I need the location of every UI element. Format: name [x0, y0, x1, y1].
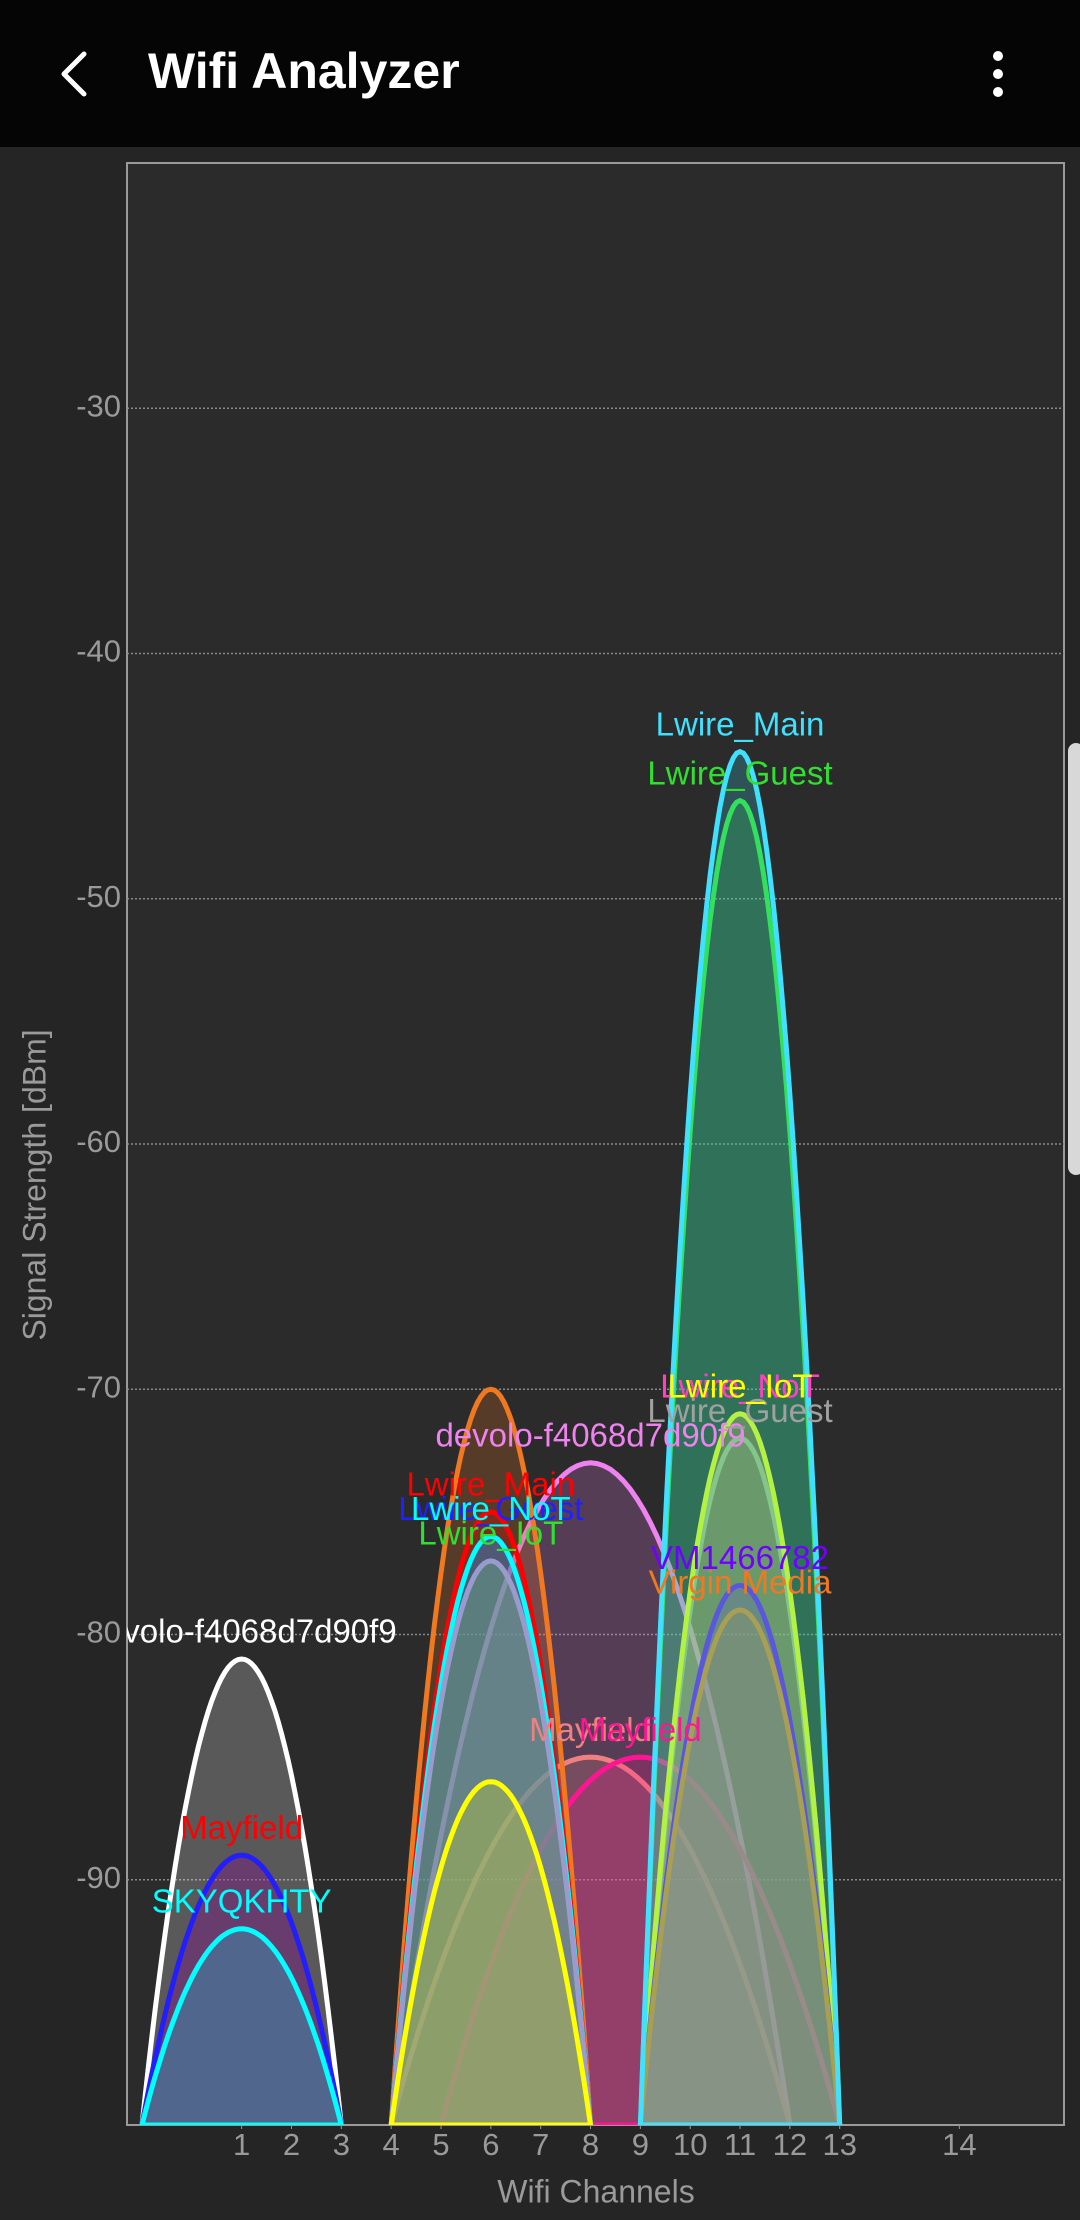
- network-curve: [637, 1411, 843, 2125]
- x-tick-label: 1: [233, 2127, 250, 2162]
- network-curve: [388, 1754, 793, 2125]
- scrollbar: [1068, 743, 1080, 1175]
- network-label: Lwire_NoT: [660, 1367, 820, 1404]
- x-tick-label: 14: [942, 2127, 976, 2162]
- network-curve: [139, 1656, 344, 2125]
- x-tick-label: 10: [673, 2127, 707, 2162]
- y-tick-label: -30: [76, 388, 121, 423]
- network-curve: [637, 748, 843, 2125]
- x-tick-label: 9: [632, 2127, 649, 2162]
- x-tick-label: 2: [283, 2127, 300, 2162]
- network-label: devolo-f4068d7d90f9: [435, 1417, 745, 1454]
- x-axis-label: Wifi Channels: [497, 2173, 694, 2209]
- network-label: Mayfield: [529, 1711, 652, 1748]
- network-label: VM1466782: [651, 1539, 829, 1576]
- network-label: Mayfield: [180, 1809, 303, 1846]
- x-tick-label: 12: [773, 2127, 807, 2162]
- grid: [127, 407, 1064, 1881]
- network-label: Mayfield: [579, 1711, 702, 1748]
- network-curve: [637, 1607, 843, 2125]
- y-tick-label: -40: [76, 634, 121, 669]
- network-label: Virgin Media: [649, 1564, 832, 1601]
- back-button[interactable]: [61, 51, 87, 97]
- network-curve: [139, 1926, 344, 2125]
- network-label: devolo-f4068d7d90f9: [87, 1613, 397, 1650]
- network-labels: devolo-f4068d7d90f9MayfieldMayfielddevol…: [87, 705, 833, 1920]
- y-tick-label: -60: [76, 1124, 121, 1159]
- network-label: Lwire_IoT: [418, 1515, 563, 1552]
- x-tick-label: 7: [532, 2127, 549, 2162]
- network-label: Lwire_Guest: [647, 754, 832, 791]
- axes: -90-80-70-60-50-40-301 2 3 4 5 6 7 8 9 10 11 12 13 14: [76, 388, 976, 2162]
- x-tick-label: 3: [333, 2127, 350, 2162]
- network-curve: [388, 1386, 594, 2125]
- y-axis-label: Signal Strength [dBm]: [16, 1029, 52, 1340]
- x-tick-label: 11: [724, 2127, 756, 2162]
- y-tick-label: -90: [76, 1860, 121, 1895]
- x-tick-label: 13: [822, 2127, 856, 2162]
- network-label: Lwire_Guest: [398, 1490, 583, 1527]
- x-tick-label: 5: [432, 2127, 449, 2162]
- x-tick-label: 6: [482, 2127, 499, 2162]
- network-label: Lwire_Guest: [647, 1392, 832, 1429]
- curves: [139, 748, 843, 2125]
- y-tick-label: -50: [76, 879, 121, 914]
- x-tick-label: 4: [383, 2127, 400, 2162]
- network-curve: [388, 1558, 594, 2125]
- app-bar: [0, 0, 1080, 147]
- y-tick-label: -80: [76, 1615, 121, 1650]
- network-label: Lwire_NoT: [411, 1490, 571, 1527]
- network-curve: [139, 1852, 344, 2125]
- network-label: SKYQKHTY: [152, 1883, 332, 1920]
- network-label: Lwire_Main: [656, 705, 825, 742]
- y-tick-label: -70: [76, 1369, 121, 1404]
- x-tick-label: 8: [582, 2127, 599, 2162]
- app-title: Wifi Analyzer: [148, 43, 460, 99]
- overflow-menu[interactable]: [993, 51, 1003, 97]
- network-label: Lwire_IoT: [668, 1367, 813, 1404]
- network-curve: [388, 1779, 594, 2125]
- network-label: Lwire_Main: [406, 1466, 575, 1503]
- network-curve: [438, 1754, 843, 2125]
